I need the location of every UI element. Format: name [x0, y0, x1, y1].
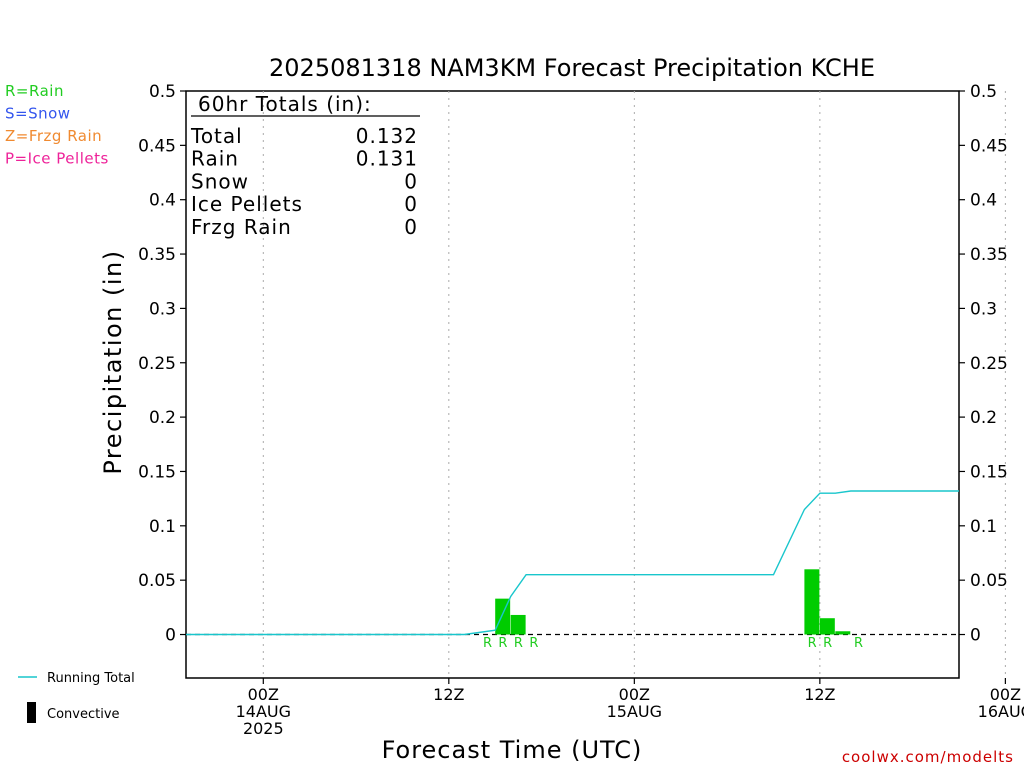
- y-tick-label-left: 0.15: [138, 462, 176, 482]
- y-tick-label-right: 0.5: [970, 82, 997, 102]
- ptype-label: R: [483, 636, 492, 651]
- y-tick-label-right: 0.3: [970, 299, 997, 319]
- convective-label: Convective: [47, 707, 120, 722]
- y-tick-label-right: 0.25: [970, 354, 1008, 374]
- precip-bar: [804, 569, 820, 635]
- precip-bar: [835, 631, 851, 635]
- totals-header: 60hr Totals (in):: [198, 92, 372, 116]
- y-tick-label-left: 0: [165, 626, 176, 646]
- x-tick-label: 16AUG: [978, 702, 1024, 721]
- y-tick-label-left: 0.3: [149, 299, 176, 319]
- totals-label: Frzg Rain: [191, 215, 292, 239]
- y-axis-left: 0 0.05 0.1 0.15 0.2 0.25 0.3 0.35 0.4 0.45 0.5: [138, 82, 186, 646]
- precip-bar: [819, 618, 835, 635]
- precip-bars: [495, 569, 851, 635]
- totals-label: Snow: [191, 169, 249, 193]
- y-tick-label-left: 0.05: [138, 571, 176, 591]
- ptype-label: R: [808, 636, 817, 651]
- x-tick-label: 12Z: [804, 685, 835, 704]
- convective-swatch: [27, 702, 36, 723]
- totals-rows: Total 0.132 Rain 0.131 Snow 0 Ice Pellets 0 Frzg…: [190, 124, 418, 239]
- x-tick-label: 00Z: [619, 685, 650, 704]
- grid: [262, 91, 1006, 678]
- ptype-legend-item: Z=Frzg Rain: [5, 127, 102, 145]
- ptype-legend-item: R=Rain: [5, 82, 64, 100]
- x-axis-label: Forecast Time (UTC): [382, 736, 643, 764]
- totals-label: Total: [190, 124, 243, 148]
- x-tick-label: 00Z: [990, 685, 1021, 704]
- totals-label: Ice Pellets: [191, 192, 303, 216]
- y-tick-label-right: 0.05: [970, 571, 1008, 591]
- y-tick-label-left: 0.35: [138, 245, 176, 265]
- running-total-line: [186, 490, 959, 636]
- ptype-label: R: [529, 636, 538, 651]
- chart-title: 2025081318 NAM3KM Forecast Precipitation…: [269, 54, 875, 82]
- x-tick-label: 12Z: [433, 685, 464, 704]
- ptype-label: R: [498, 636, 507, 651]
- x-tick-label: 15AUG: [607, 702, 662, 721]
- series-legend: Running Total Convective: [18, 671, 135, 723]
- x-tick-label: 14AUG: [236, 702, 291, 721]
- y-tick-label-right: 0.15: [970, 462, 1008, 482]
- ptype-label: R: [514, 636, 523, 651]
- ptype-legend-item: S=Snow: [5, 105, 71, 123]
- y-tick-label-right: 0: [970, 626, 981, 646]
- y-tick-label-right: 0.4: [970, 191, 997, 211]
- totals-value: 0: [404, 215, 418, 239]
- y-tick-label-right: 0.45: [970, 136, 1008, 156]
- x-tick-label: 2025: [243, 719, 284, 738]
- y-tick-label-left: 0.1: [149, 517, 176, 537]
- y-tick-label-left: 0.4: [149, 191, 176, 211]
- y-axis-right: 0 0.05 0.1 0.15 0.2 0.25 0.3 0.35 0.4 0.45 0.5: [959, 82, 1008, 646]
- precip-bar: [510, 614, 526, 635]
- ptype-legend-item: P=Ice Pellets: [5, 150, 109, 168]
- totals-value: 0: [404, 169, 418, 193]
- y-tick-label-left: 0.45: [138, 136, 176, 156]
- y-axis-label: Precipitation (in): [99, 249, 127, 474]
- totals-box: 60hr Totals (in): Total 0.132 Rain 0.131 Sno…: [190, 92, 420, 239]
- totals-value: 0.132: [356, 124, 418, 148]
- plot-frame: [185, 90, 960, 679]
- ptype-label: R: [823, 636, 832, 651]
- totals-label: Rain: [191, 147, 239, 171]
- totals-value: 0: [404, 192, 418, 216]
- precip-bar: [495, 598, 511, 635]
- y-tick-label-right: 0.35: [970, 245, 1008, 265]
- running-total-label: Running Total: [47, 671, 135, 686]
- ptype-label: R: [854, 636, 863, 651]
- y-tick-label-right: 0.2: [970, 408, 997, 428]
- ptype-legend: R=Rain S=Snow Z=Frzg Rain P=Ice Pellets: [5, 82, 109, 168]
- x-axis: 00Z14AUG202512Z00Z15AUG12Z00Z16AUG: [236, 678, 1024, 738]
- x-tick-label: 00Z: [248, 685, 279, 704]
- totals-value: 0.131: [356, 147, 418, 171]
- y-tick-label-left: 0.25: [138, 354, 176, 374]
- y-tick-label-right: 0.1: [970, 517, 997, 537]
- y-tick-label-left: 0.2: [149, 408, 176, 428]
- y-tick-label-left: 0.5: [149, 82, 176, 102]
- credit-text: coolwx.com/modelts: [842, 748, 1014, 766]
